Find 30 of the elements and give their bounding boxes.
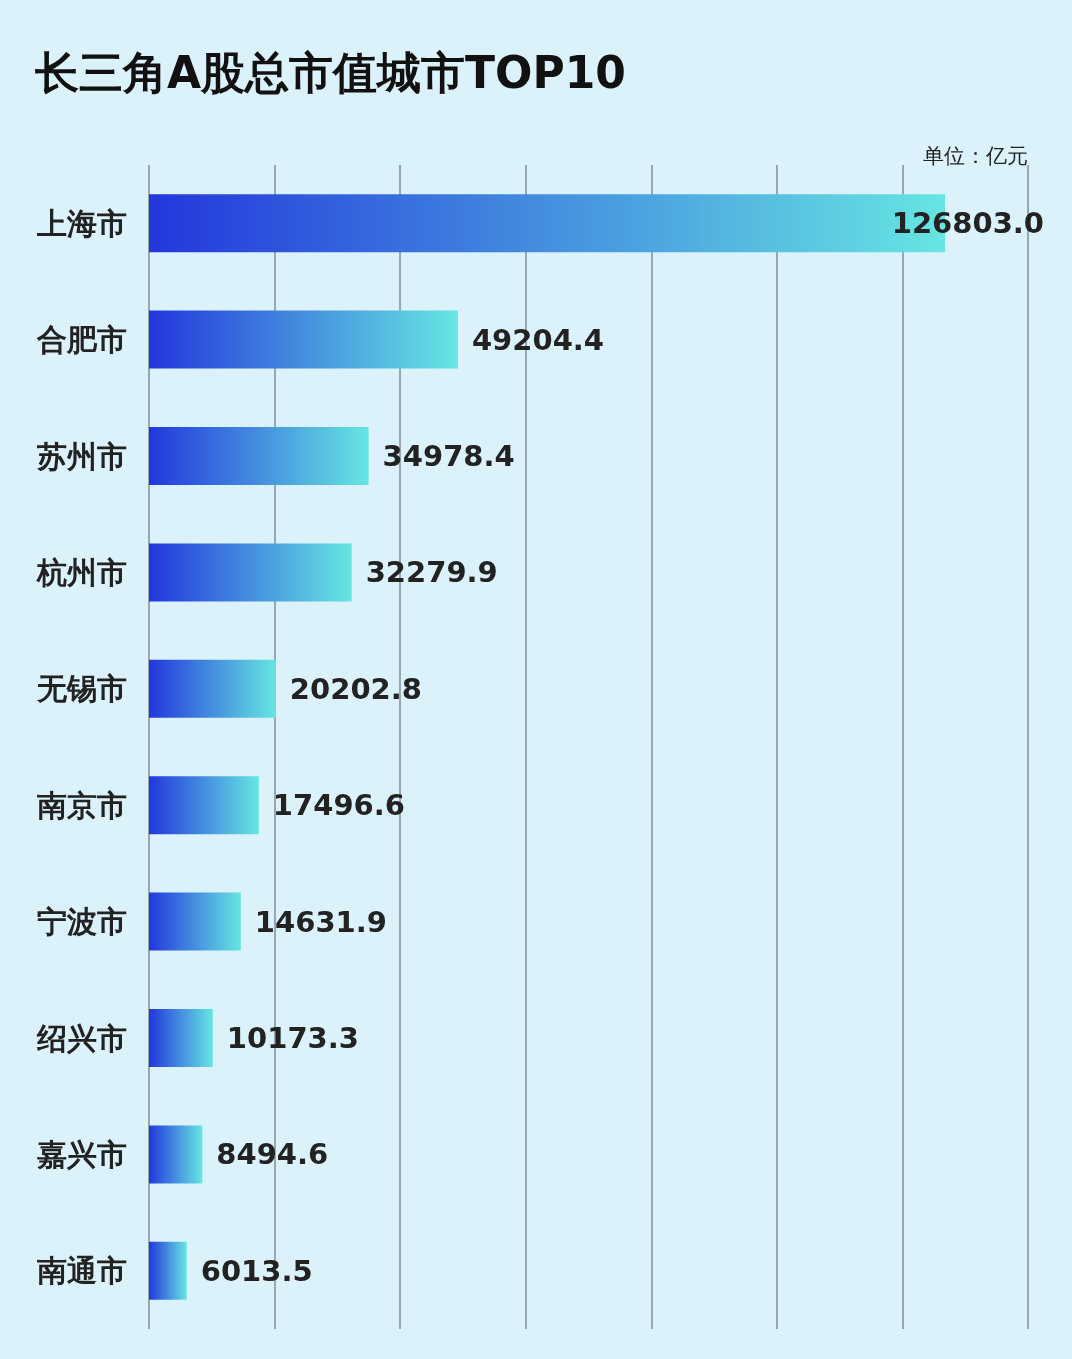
data-label: 10173.3 bbox=[226, 1021, 359, 1055]
bar bbox=[149, 892, 241, 951]
bar bbox=[149, 776, 259, 835]
data-label: 14631.9 bbox=[254, 904, 387, 939]
y-tick-label: 嘉兴市 bbox=[37, 1136, 127, 1172]
y-tick-label: 苏州市 bbox=[36, 438, 127, 474]
bar bbox=[149, 659, 276, 718]
bar bbox=[149, 1241, 187, 1300]
data-label: 49204.4 bbox=[471, 322, 605, 357]
y-tick-label: 合肥市 bbox=[36, 322, 127, 358]
data-label: 34978.4 bbox=[382, 439, 515, 473]
y-tick-label: 南通市 bbox=[37, 1253, 127, 1289]
bar bbox=[149, 427, 369, 485]
bar bbox=[149, 543, 352, 602]
y-tick-label: 杭州市 bbox=[36, 554, 127, 590]
y-tick-label: 南京市 bbox=[37, 787, 127, 823]
data-label: 17496.6 bbox=[272, 788, 405, 823]
annotation: 单位：亿元 bbox=[923, 143, 1028, 168]
data-label: 8494.6 bbox=[216, 1137, 329, 1172]
y-tick-label: 上海市 bbox=[36, 205, 127, 241]
y-tick-label: 无锡市 bbox=[36, 671, 127, 707]
y-tick-label: 宁波市 bbox=[37, 904, 127, 940]
chart-title: 长三角A股总市值城市TOP10 bbox=[35, 46, 626, 98]
data-label: 20202.8 bbox=[289, 671, 422, 706]
bar bbox=[149, 1125, 203, 1184]
data-label: 6013.5 bbox=[200, 1253, 313, 1288]
data-label: 32279.9 bbox=[365, 555, 498, 590]
bar bbox=[149, 1009, 213, 1067]
bar bbox=[149, 310, 458, 369]
y-tick-label: 绍兴市 bbox=[36, 1020, 127, 1056]
